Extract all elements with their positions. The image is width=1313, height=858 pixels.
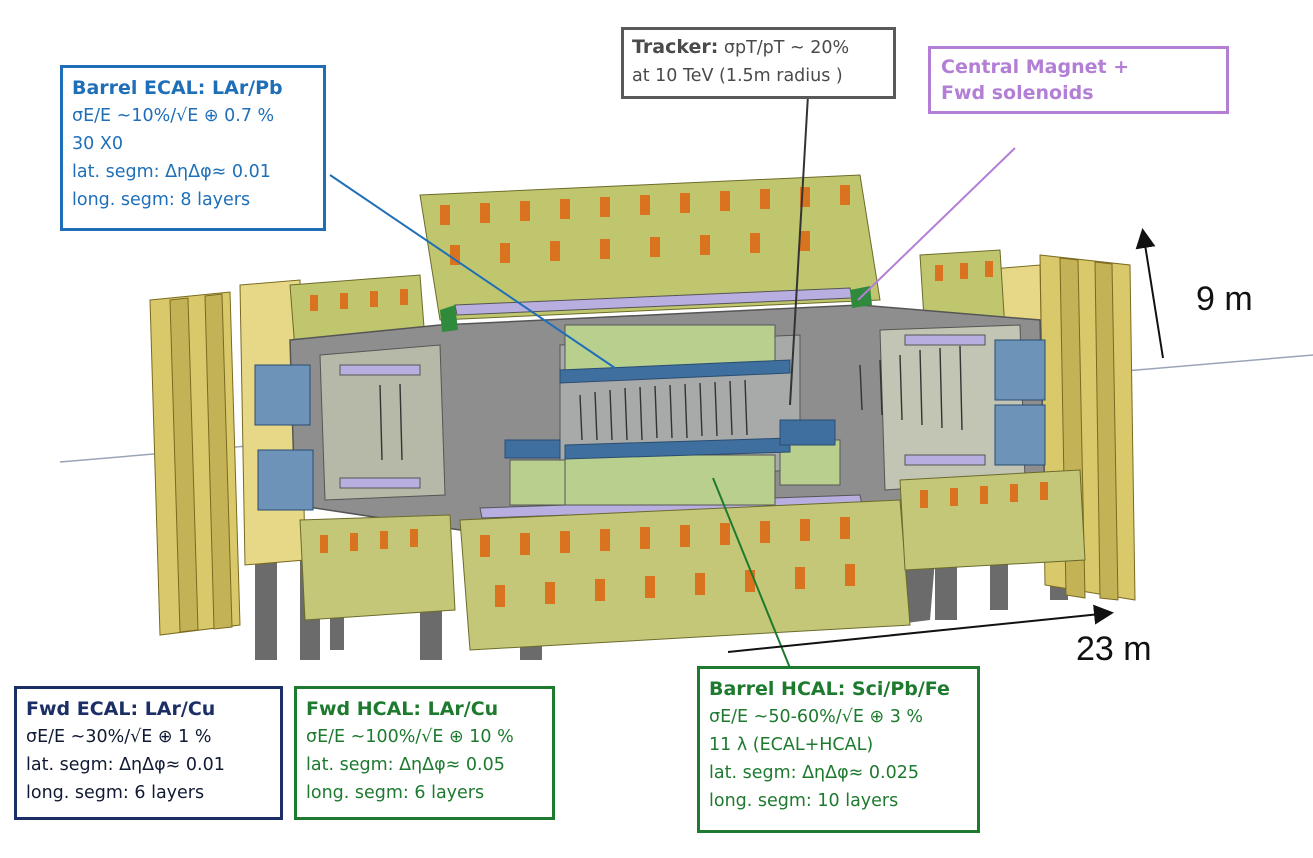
magnet-leader [857, 147, 1016, 301]
length-dimension-label: 23 m [1076, 630, 1152, 668]
height-dimension-label: 9 m [1196, 280, 1253, 318]
length-arrow [727, 604, 1114, 653]
ecal-layers [254, 339, 1046, 511]
fwd-hcal-label: Fwd HCAL: LAr/Cu σE/E ~100%/√E ⊕ 10 % la… [294, 686, 555, 820]
orange-modules-top [310, 185, 993, 311]
fwd-ecal-line-3: long. segm: 6 layers [26, 783, 205, 803]
tracker-title: Tracker: [632, 36, 719, 58]
barrel-hcal-line-4: long. segm: 10 layers [709, 791, 899, 811]
barrel-ecal-title: Barrel ECAL: LAr/Pb [72, 77, 283, 99]
barrel-ecal-line-4: long. segm: 8 layers [72, 190, 251, 210]
fwd-hcal-title: Fwd HCAL: LAr/Cu [306, 698, 499, 720]
barrel-hcal-line-3: lat. segm: ΔηΔφ≈ 0.025 [709, 763, 919, 783]
barrel-ecal-leader [329, 174, 616, 369]
tracker-label: Tracker: σpT/pT ~ 20% at 10 TeV (1.5m ra… [621, 27, 896, 99]
fwd-ecal-line-2: lat. segm: ΔηΔφ≈ 0.01 [26, 755, 225, 775]
fwd-hcal-line-2: lat. segm: ΔηΔφ≈ 0.05 [306, 755, 505, 775]
barrel-ecal-line-1: σE/E ~10%/√E ⊕ 0.7 % [72, 106, 275, 126]
barrel-ecal-line-3: lat. segm: ΔηΔφ≈ 0.01 [72, 162, 271, 182]
barrel-hcal-line-2: 11 λ (ECAL+HCAL) [709, 735, 874, 755]
fwd-ecal-title: Fwd ECAL: LAr/Cu [26, 698, 216, 720]
tracker-disks [379, 345, 963, 461]
fwd-ecal-line-1: σE/E ~30%/√E ⊕ 1 % [26, 727, 212, 747]
tracker-leader [789, 94, 809, 406]
central-magnet-line-1: Central Magnet + [941, 56, 1130, 78]
fwd-ecal-label: Fwd ECAL: LAr/Cu σE/E ~30%/√E ⊕ 1 % lat.… [14, 686, 283, 820]
barrel-hcal-leader [712, 477, 791, 669]
height-arrow [1135, 228, 1164, 359]
tracker-line-1: Tracker: σpT/pT ~ 20% [632, 33, 885, 62]
barrel-hcal-title: Barrel HCAL: Sci/Pb/Fe [709, 678, 950, 700]
barrel-ecal-label: Barrel ECAL: LAr/Pb σE/E ~10%/√E ⊕ 0.7 %… [60, 65, 326, 231]
barrel-hcal-line-1: σE/E ~50-60%/√E ⊕ 3 % [709, 707, 924, 727]
tracker-resolution: σpT/pT ~ 20% [718, 38, 850, 58]
tracker-line-2: at 10 TeV (1.5m radius ) [632, 66, 843, 86]
central-magnet-label: Central Magnet + Fwd solenoids [928, 46, 1229, 114]
orange-modules-bottom [320, 482, 1048, 607]
barrel-hcal-label: Barrel HCAL: Sci/Pb/Fe σE/E ~50-60%/√E ⊕… [697, 666, 980, 833]
hcal-blocks [509, 324, 841, 506]
fwd-hcal-line-3: long. segm: 6 layers [306, 783, 485, 803]
fwd-hcal-line-1: σE/E ~100%/√E ⊕ 10 % [306, 727, 514, 747]
barrel-ecal-line-2: 30 X0 [72, 134, 123, 154]
central-magnet-line-2: Fwd solenoids [941, 82, 1094, 104]
